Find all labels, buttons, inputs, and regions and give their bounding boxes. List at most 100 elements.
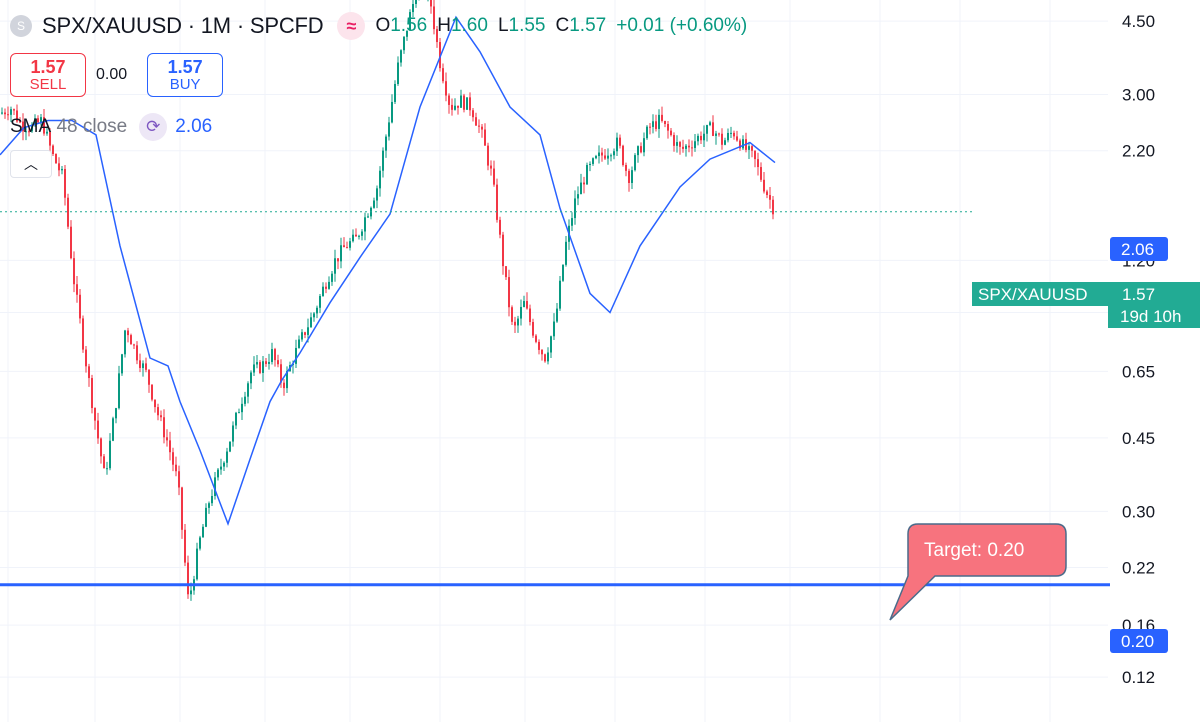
- sma-axis-tag: 2.06: [1110, 237, 1168, 261]
- candle-body: [259, 362, 261, 373]
- candle-body: [106, 468, 108, 470]
- candle-body: [322, 286, 324, 296]
- candle-body: [616, 137, 618, 152]
- sell-price: 1.57: [30, 56, 66, 77]
- candle-body: [754, 150, 756, 160]
- candle-body: [628, 170, 630, 183]
- candle-body: [601, 152, 603, 156]
- candle-body: [319, 295, 321, 308]
- candle-body: [25, 131, 27, 133]
- candle-body: [382, 150, 384, 171]
- candle-body: [454, 105, 456, 110]
- candle-body: [196, 548, 198, 580]
- candle-body: [1, 112, 3, 114]
- candle-body: [631, 170, 633, 183]
- candle-body: [217, 469, 219, 478]
- y-tick-label: 0.22: [1122, 558, 1155, 577]
- candle-body: [643, 138, 645, 153]
- indicator-params: 48 close: [56, 116, 128, 137]
- price-tag: SPX/XAUUSD 1.57 19d 10h: [972, 282, 1200, 328]
- candle-body: [13, 109, 15, 111]
- candle-body: [187, 562, 189, 595]
- candle-body: [556, 308, 558, 322]
- target-axis-tag-bg: [1110, 629, 1168, 653]
- candle-body: [64, 168, 66, 198]
- low-value: 1.55: [508, 15, 546, 36]
- sma-line: [0, 15, 776, 527]
- candle-body: [394, 83, 396, 102]
- candle-body: [586, 164, 588, 185]
- candle-body: [718, 133, 720, 135]
- candle-body: [493, 168, 495, 185]
- candle-body: [475, 117, 477, 126]
- candle-body: [43, 117, 45, 134]
- candle-body: [190, 590, 192, 595]
- candle-body: [136, 345, 138, 361]
- symbol-logo-icon[interactable]: S: [10, 15, 32, 37]
- candle-body: [139, 360, 141, 368]
- candle-body: [688, 145, 690, 148]
- candle-body: [466, 97, 468, 110]
- candle-body: [694, 141, 696, 148]
- candle-body: [118, 373, 120, 409]
- candle-body: [667, 124, 669, 131]
- candle-body: [172, 452, 174, 465]
- candle-body: [280, 364, 282, 383]
- candle-body: [529, 308, 531, 322]
- candle-body: [505, 266, 507, 278]
- candle-body: [178, 471, 180, 488]
- candle-body: [241, 403, 243, 413]
- spread-value: 0.00: [96, 66, 128, 83]
- candle-body: [286, 371, 288, 389]
- refresh-icon[interactable]: ⟳: [139, 113, 168, 141]
- y-tick-label: 3.00: [1122, 86, 1155, 105]
- candle-body: [244, 396, 246, 404]
- candle-body: [574, 198, 576, 219]
- buy-button[interactable]: 1.57 BUY: [147, 53, 224, 97]
- candle-body: [739, 140, 741, 149]
- candle-body: [256, 362, 258, 365]
- candle-body: [55, 154, 57, 164]
- candle-body: [97, 420, 99, 439]
- candle-body: [175, 464, 177, 472]
- candle-body: [112, 418, 114, 441]
- candle-body: [625, 164, 627, 171]
- sell-button[interactable]: 1.57 SELL: [10, 53, 86, 97]
- candle-body: [550, 336, 552, 353]
- approx-icon: ≈: [337, 12, 366, 40]
- candle-body: [349, 241, 351, 248]
- candle-body: [520, 306, 522, 319]
- candle-body: [526, 301, 528, 309]
- candle-body: [301, 332, 303, 340]
- candle-body: [91, 378, 93, 409]
- candle-body: [511, 307, 513, 322]
- high-value: 1.60: [450, 15, 488, 36]
- collapse-legend-button[interactable]: ︿: [10, 150, 52, 178]
- candle-body: [709, 122, 711, 126]
- candle-body: [364, 217, 366, 232]
- candle-body: [571, 218, 573, 226]
- candle-body: [508, 277, 510, 308]
- candle-body: [403, 36, 405, 51]
- candle-body: [481, 126, 483, 130]
- candle-body: [343, 245, 345, 248]
- candle-body: [448, 95, 450, 105]
- candle-body: [553, 321, 555, 337]
- candle-body: [19, 121, 21, 123]
- candle-body: [640, 146, 642, 153]
- candle-body: [52, 145, 54, 155]
- candle-body: [391, 101, 393, 123]
- candle-body: [88, 366, 90, 379]
- sma-axis-tag-bg: [1110, 237, 1168, 261]
- candle-body: [478, 125, 480, 127]
- candle-body: [229, 441, 231, 452]
- candle-body: [622, 145, 624, 165]
- target-callout-text: Target: 0.20: [924, 540, 1024, 561]
- symbol-title[interactable]: SPX/XAUUSD · 1M · SPCFD: [42, 13, 324, 38]
- indicator-legend[interactable]: SMA 48 close ⟳ 2.06: [10, 113, 212, 141]
- candle-body: [340, 245, 342, 262]
- candle-body: [28, 131, 30, 133]
- target-callout[interactable]: Target: 0.20: [889, 523, 1067, 621]
- candle-body: [37, 118, 39, 123]
